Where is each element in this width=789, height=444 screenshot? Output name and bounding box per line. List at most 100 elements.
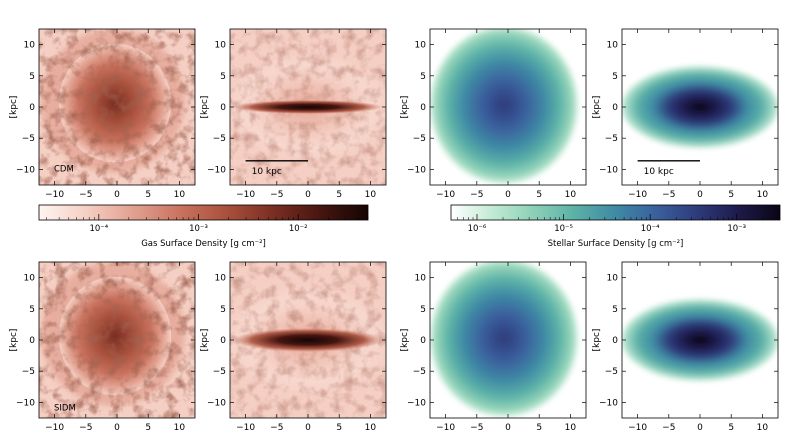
y-tick-label: −5 (413, 134, 426, 144)
y-tick-label: 5 (420, 305, 426, 315)
y-tick-label: 0 (420, 336, 426, 346)
colorbar-tick-label: 10⁻⁴ (89, 224, 108, 234)
y-tick-label: −10 (599, 398, 618, 408)
panel-2: −10 −5 0 5 10 10 5 0 −5 −10 [kpc] 10 kpc (200, 28, 387, 200)
density-map (430, 262, 586, 418)
colorbar-label: Stellar Surface Density [g cm⁻²] (548, 239, 684, 249)
x-tick-label: 5 (728, 190, 734, 200)
x-tick-label: 10 (757, 190, 769, 200)
y-axis-label: [kpc] (9, 96, 19, 119)
x-tick-label: 0 (114, 423, 120, 433)
x-tick-label: −10 (436, 423, 455, 433)
y-tick-label: 5 (420, 72, 426, 82)
x-tick-label: 10 (365, 190, 377, 200)
y-axis-label: [kpc] (9, 329, 19, 352)
colorbars: 10⁻⁴ 10⁻³ 10⁻² Gas Surface Density [g cm⁻²]… (38, 204, 781, 249)
colorbar-tick-label: 10⁻³ (189, 224, 208, 234)
y-tick-label: 0 (220, 336, 226, 346)
x-tick-label: 0 (114, 190, 120, 200)
y-axis-label: [kpc] (200, 96, 210, 119)
x-tick-label: 5 (145, 423, 151, 433)
x-tick-label: −10 (436, 190, 455, 200)
x-tick-label: −10 (628, 423, 647, 433)
panel-7: −10 −5 0 5 10 10 5 0 −5 −10 [kpc] (400, 261, 587, 433)
density-map (622, 29, 778, 185)
y-tick-label: 0 (29, 103, 35, 113)
x-tick-label: −5 (270, 190, 283, 200)
x-tick-label: 5 (536, 190, 542, 200)
y-tick-label: −5 (413, 367, 426, 377)
y-tick-label: 5 (29, 305, 35, 315)
x-tick-label: −10 (236, 190, 255, 200)
density-map (622, 262, 778, 418)
x-tick-label: 0 (305, 190, 311, 200)
y-tick-label: 0 (29, 336, 35, 346)
y-tick-label: 0 (420, 103, 426, 113)
x-tick-label: 10 (174, 190, 186, 200)
x-tick-label: −5 (470, 423, 483, 433)
y-tick-label: 10 (215, 274, 227, 284)
model-label: SIDM (54, 404, 76, 414)
density-map (230, 29, 386, 185)
y-tick-label: −5 (213, 134, 226, 144)
y-tick-label: 10 (215, 41, 227, 51)
colorbar-tick-label: 10⁻⁶ (468, 224, 487, 234)
x-tick-label: −5 (79, 423, 92, 433)
y-tick-label: 10 (415, 274, 427, 284)
y-tick-label: 10 (24, 41, 36, 51)
y-tick-label: −10 (16, 165, 35, 175)
colorbar-tick-label: 10⁻⁴ (641, 224, 660, 234)
y-tick-label: −10 (599, 165, 618, 175)
y-tick-label: −10 (16, 398, 35, 408)
x-tick-label: 10 (565, 423, 577, 433)
density-map (39, 262, 195, 418)
panel-8: −10 −5 0 5 10 10 5 0 −5 −10 [kpc] (592, 261, 779, 433)
y-axis-label: [kpc] (400, 329, 410, 352)
y-tick-label: 5 (220, 72, 226, 82)
x-tick-label: 0 (305, 423, 311, 433)
scale-bar-label: 10 kpc (252, 167, 282, 177)
y-axis-label: [kpc] (592, 96, 602, 119)
scale-bar-label: 10 kpc (644, 167, 674, 177)
y-tick-label: 5 (29, 72, 35, 82)
y-tick-label: 5 (612, 72, 618, 82)
x-tick-label: −5 (662, 423, 675, 433)
x-tick-label: −5 (79, 190, 92, 200)
y-tick-label: 10 (607, 274, 619, 284)
stellar-colorbar: 10⁻⁶ 10⁻⁵ 10⁻⁴ 10⁻³ Stellar Surface Density … (450, 204, 781, 249)
y-axis-label: [kpc] (592, 329, 602, 352)
model-label: CDM (54, 164, 74, 174)
y-tick-label: 5 (220, 305, 226, 315)
y-tick-label: −5 (605, 367, 618, 377)
colorbar-tick-label: 10⁻² (289, 224, 308, 234)
x-tick-label: 5 (336, 423, 342, 433)
x-tick-label: 5 (536, 423, 542, 433)
panel-1: −10 −5 0 5 10 10 5 0 −5 −10 [kpc] (9, 28, 196, 200)
x-tick-label: −5 (662, 190, 675, 200)
x-tick-label: −10 (45, 423, 64, 433)
y-tick-label: −10 (407, 165, 426, 175)
y-tick-label: −10 (207, 398, 226, 408)
x-tick-label: 0 (697, 190, 703, 200)
x-tick-label: 5 (728, 423, 734, 433)
panel-5: −10 −5 0 5 10 10 5 0 −5 −10 [kpc] (9, 261, 196, 433)
colorbar-tick-label: 10⁻³ (727, 224, 746, 234)
x-tick-label: −10 (236, 423, 255, 433)
density-map (230, 262, 386, 418)
x-tick-label: 0 (505, 423, 511, 433)
x-tick-label: −5 (470, 190, 483, 200)
y-tick-label: 0 (612, 336, 618, 346)
y-tick-label: −10 (207, 165, 226, 175)
x-tick-label: 0 (505, 190, 511, 200)
panel-6: −10 −5 0 5 10 10 5 0 −5 −10 [kpc] (200, 261, 387, 433)
y-tick-label: 10 (607, 41, 619, 51)
y-tick-label: −10 (407, 398, 426, 408)
x-tick-label: −5 (270, 423, 283, 433)
colorbar-tick-label: 10⁻⁵ (554, 224, 573, 234)
y-tick-label: 10 (415, 41, 427, 51)
density-map (430, 29, 586, 185)
y-tick-label: 10 (24, 274, 36, 284)
x-tick-label: 10 (365, 423, 377, 433)
x-tick-label: −10 (628, 190, 647, 200)
